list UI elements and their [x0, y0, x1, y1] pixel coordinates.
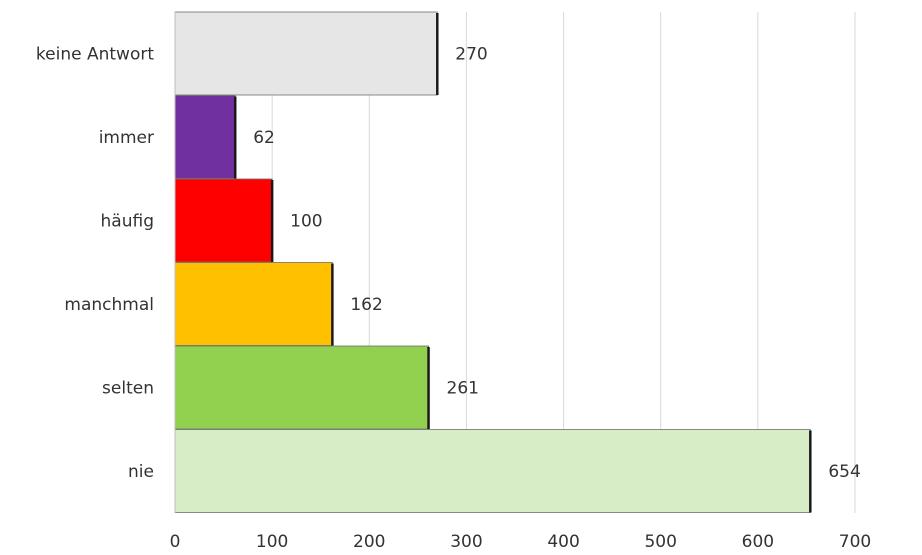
category-label-selten: selten — [102, 379, 154, 399]
x-tick-label-400: 400 — [547, 532, 579, 552]
data-label-haeufig: 100 — [290, 212, 322, 232]
x-tick-label-500: 500 — [644, 532, 676, 552]
bar-keine-antwort — [174, 11, 438, 96]
data-label-nie: 654 — [828, 462, 860, 482]
category-label-manchmal: manchmal — [64, 295, 154, 315]
data-label-manchmal: 162 — [350, 295, 382, 315]
category-label-nie: nie — [128, 462, 154, 482]
x-tick-label-0: 0 — [170, 532, 181, 552]
x-tick-label-600: 600 — [742, 532, 774, 552]
data-label-immer: 62 — [253, 128, 275, 148]
x-tick-label-700: 700 — [839, 532, 871, 552]
x-axis-tick-labels: 0 100 200 300 400 500 600 700 — [170, 532, 872, 552]
bar-immer — [174, 95, 236, 179]
x-tick-label-200: 200 — [353, 532, 385, 552]
data-labels: 270 62 100 162 261 654 — [253, 45, 861, 483]
data-label-selten: 261 — [447, 379, 479, 399]
bar-manchmal — [174, 262, 333, 346]
x-tick-label-300: 300 — [450, 532, 482, 552]
bars — [174, 11, 812, 513]
bar-selten — [174, 345, 429, 430]
category-label-keine-antwort: keine Antwort — [36, 45, 154, 65]
x-tick-label-100: 100 — [256, 532, 288, 552]
category-labels: keine Antwort immer häufig manchmal selten ni… — [36, 45, 154, 483]
category-label-haeufig: häufig — [101, 212, 154, 232]
data-label-keine-antwort: 270 — [455, 45, 487, 65]
gridlines — [271, 12, 856, 513]
category-label-immer: immer — [99, 128, 154, 148]
bar-haeufig — [174, 178, 273, 263]
bar-nie — [174, 429, 811, 513]
